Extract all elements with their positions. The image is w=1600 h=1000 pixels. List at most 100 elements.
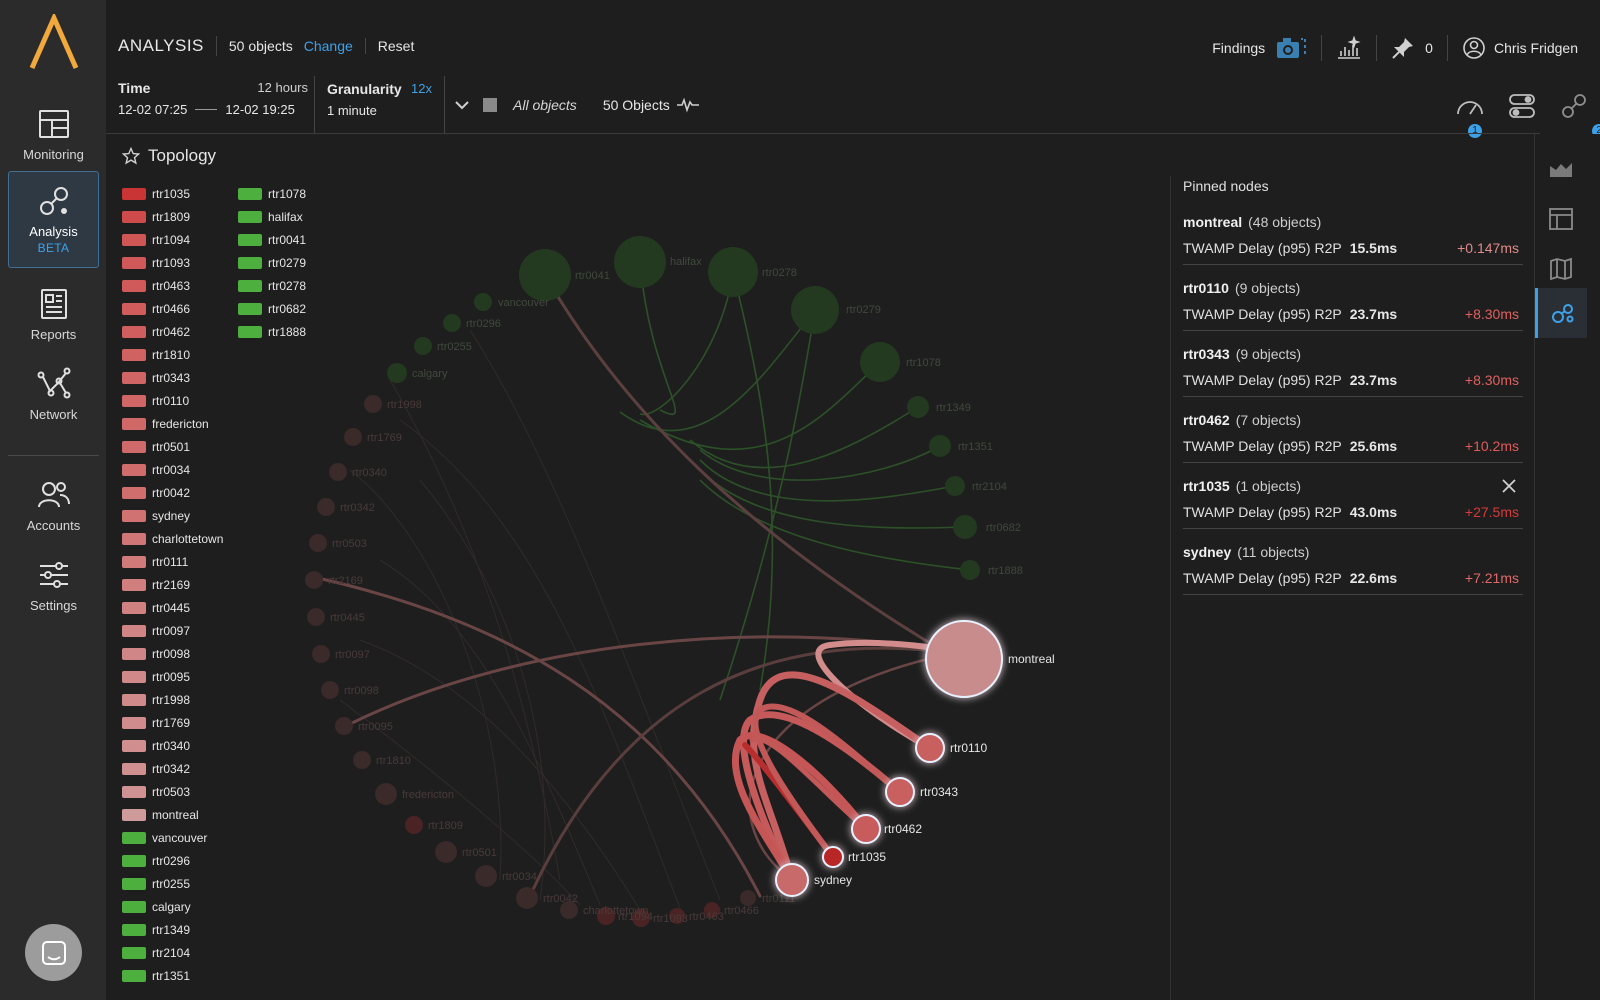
pinned-delta: +7.21ms: [1464, 570, 1519, 586]
pinned-node-rtr0110[interactable]: rtr0110 (9 objects) TWAMP Delay (p95) R2P 2…: [1183, 276, 1523, 331]
legend-item[interactable]: rtr1349: [122, 918, 223, 941]
legend-item[interactable]: rtr0466: [122, 297, 223, 320]
granularity-multiplier[interactable]: 12x: [411, 81, 432, 96]
pinned-node-sydney[interactable]: sydney (11 objects) TWAMP Delay (p95) R2P 2…: [1183, 540, 1523, 595]
rail-map[interactable]: [1535, 246, 1587, 292]
legend-swatch: [122, 440, 146, 453]
user-name[interactable]: Chris Fridgen: [1493, 40, 1578, 56]
pinned-node-rtr0343[interactable]: rtr0343 (9 objects) TWAMP Delay (p95) R2P 2…: [1183, 342, 1523, 397]
legend-label: sydney: [152, 508, 191, 523]
pinned-node-rtr0462[interactable]: rtr0462 (7 objects) TWAMP Delay (p95) R2P 2…: [1183, 408, 1523, 463]
header-divider: [106, 133, 1540, 134]
legend-label: rtr1093: [152, 255, 191, 270]
legend-item[interactable]: rtr0097: [122, 619, 223, 642]
close-icon[interactable]: [1501, 478, 1517, 494]
left-nav: Monitoring Analysis BETA Reports Network…: [0, 0, 106, 1000]
user-icon[interactable]: [1462, 36, 1486, 60]
object-filter[interactable]: All objects 50 Objects: [444, 76, 700, 134]
pin-icon[interactable]: [1391, 36, 1415, 60]
legend-item[interactable]: rtr0343: [122, 366, 223, 389]
legend-swatch: [238, 210, 262, 223]
legend-item[interactable]: rtr0462: [122, 320, 223, 343]
node-rtr0503: [309, 534, 327, 552]
pinned-node-montreal[interactable]: montreal (48 objects) TWAMP Delay (p95) R2…: [1183, 210, 1523, 265]
legend-item[interactable]: rtr2104: [122, 941, 223, 964]
legend-item[interactable]: fredericton: [122, 412, 223, 435]
findings-label[interactable]: Findings: [1212, 40, 1266, 56]
star-icon[interactable]: [122, 147, 140, 165]
reset-button[interactable]: Reset: [377, 38, 415, 54]
legend-item[interactable]: rtr1093: [122, 251, 223, 274]
legend-item[interactable]: sydney: [122, 504, 223, 527]
time-selector[interactable]: Time 12 hours 12-02 07:25 12-02 19:25: [118, 80, 308, 117]
legend-item[interactable]: rtr0098: [122, 642, 223, 665]
legend-item[interactable]: rtr0110: [122, 389, 223, 412]
rail-topology[interactable]: [1535, 288, 1587, 338]
legend-item[interactable]: rtr0340: [122, 734, 223, 757]
gauge-tool[interactable]: 1: [1444, 86, 1496, 138]
pinned-node-rtr1035[interactable]: rtr1035 (1 objects) TWAMP Delay (p95) R2P 4…: [1183, 474, 1523, 529]
nav-reports[interactable]: Reports: [8, 274, 99, 354]
filter-checkbox[interactable]: [483, 98, 497, 112]
legend-item[interactable]: rtr0041: [238, 228, 306, 251]
legend-item[interactable]: rtr1810: [122, 343, 223, 366]
topology-graph[interactable]: rtr0041 halifax rtr0278 rtr0279 rtr1078 …: [106, 134, 1170, 1000]
legend-item[interactable]: rtr0463: [122, 274, 223, 297]
node-rtr0111: [740, 890, 756, 906]
legend-item[interactable]: rtr0682: [238, 297, 306, 320]
legend-item[interactable]: rtr0296: [122, 849, 223, 872]
toggle-tool[interactable]: [1496, 86, 1548, 126]
legend-item[interactable]: rtr1888: [238, 320, 306, 343]
legend-item[interactable]: rtr1998: [122, 688, 223, 711]
nav-accounts[interactable]: Accounts: [8, 465, 99, 545]
chevron-down-icon[interactable]: [455, 100, 469, 110]
nav-analysis[interactable]: Analysis BETA: [8, 171, 99, 268]
legend-item[interactable]: rtr0503: [122, 780, 223, 803]
active-nodes[interactable]: [775, 620, 1003, 897]
chat-button[interactable]: [25, 924, 82, 981]
legend-item[interactable]: rtr0445: [122, 596, 223, 619]
chart-sparkle-icon[interactable]: [1336, 36, 1362, 60]
node-charlottetown: [560, 901, 578, 919]
label-rtr0501: rtr0501: [462, 847, 497, 859]
label-rtr1351: rtr1351: [958, 441, 993, 453]
label-sydney: sydney: [814, 873, 852, 887]
link-tool[interactable]: 2: [1548, 86, 1600, 138]
network-icon: [37, 367, 70, 398]
legend-item[interactable]: rtr0111: [122, 550, 223, 573]
legend-item[interactable]: rtr0095: [122, 665, 223, 688]
legend-item[interactable]: rtr0034: [122, 458, 223, 481]
node-rtr1349: [907, 396, 929, 418]
change-link[interactable]: Change: [304, 38, 366, 54]
legend-item[interactable]: rtr1035: [122, 182, 223, 205]
legend-item[interactable]: rtr0501: [122, 435, 223, 458]
legend-item[interactable]: vancouver: [122, 826, 223, 849]
camera-icon[interactable]: [1275, 35, 1307, 61]
legend-item[interactable]: rtr0255: [122, 872, 223, 895]
nav-settings[interactable]: Settings: [8, 545, 99, 625]
legend-item[interactable]: charlottetown: [122, 527, 223, 550]
legend-item[interactable]: rtr1809: [122, 205, 223, 228]
legend-item[interactable]: rtr2169: [122, 573, 223, 596]
rail-table[interactable]: [1535, 196, 1587, 242]
node-rtr0682: [953, 515, 977, 539]
rail-area-chart[interactable]: [1535, 146, 1587, 192]
nav-network[interactable]: Network: [8, 354, 99, 434]
legend-item[interactable]: montreal: [122, 803, 223, 826]
legend-swatch: [122, 348, 146, 361]
legend-item[interactable]: halifax: [238, 205, 306, 228]
legend-label: rtr0466: [152, 301, 191, 316]
legend-item[interactable]: rtr0278: [238, 274, 306, 297]
legend-item[interactable]: rtr0279: [238, 251, 306, 274]
legend-item[interactable]: calgary: [122, 895, 223, 918]
legend-item[interactable]: rtr1078: [238, 182, 306, 205]
legend-item[interactable]: rtr0042: [122, 481, 223, 504]
legend-item[interactable]: rtr0342: [122, 757, 223, 780]
topology-title: Topology: [148, 146, 217, 165]
legend-item[interactable]: rtr1351: [122, 964, 223, 987]
legend-item[interactable]: rtr1769: [122, 711, 223, 734]
pinned-node-count: (9 objects): [1235, 346, 1302, 362]
nav-monitoring[interactable]: Monitoring: [8, 94, 99, 174]
legend-item[interactable]: rtr1094: [122, 228, 223, 251]
granularity-selector[interactable]: Granularity 12x 1 minute: [314, 76, 444, 134]
